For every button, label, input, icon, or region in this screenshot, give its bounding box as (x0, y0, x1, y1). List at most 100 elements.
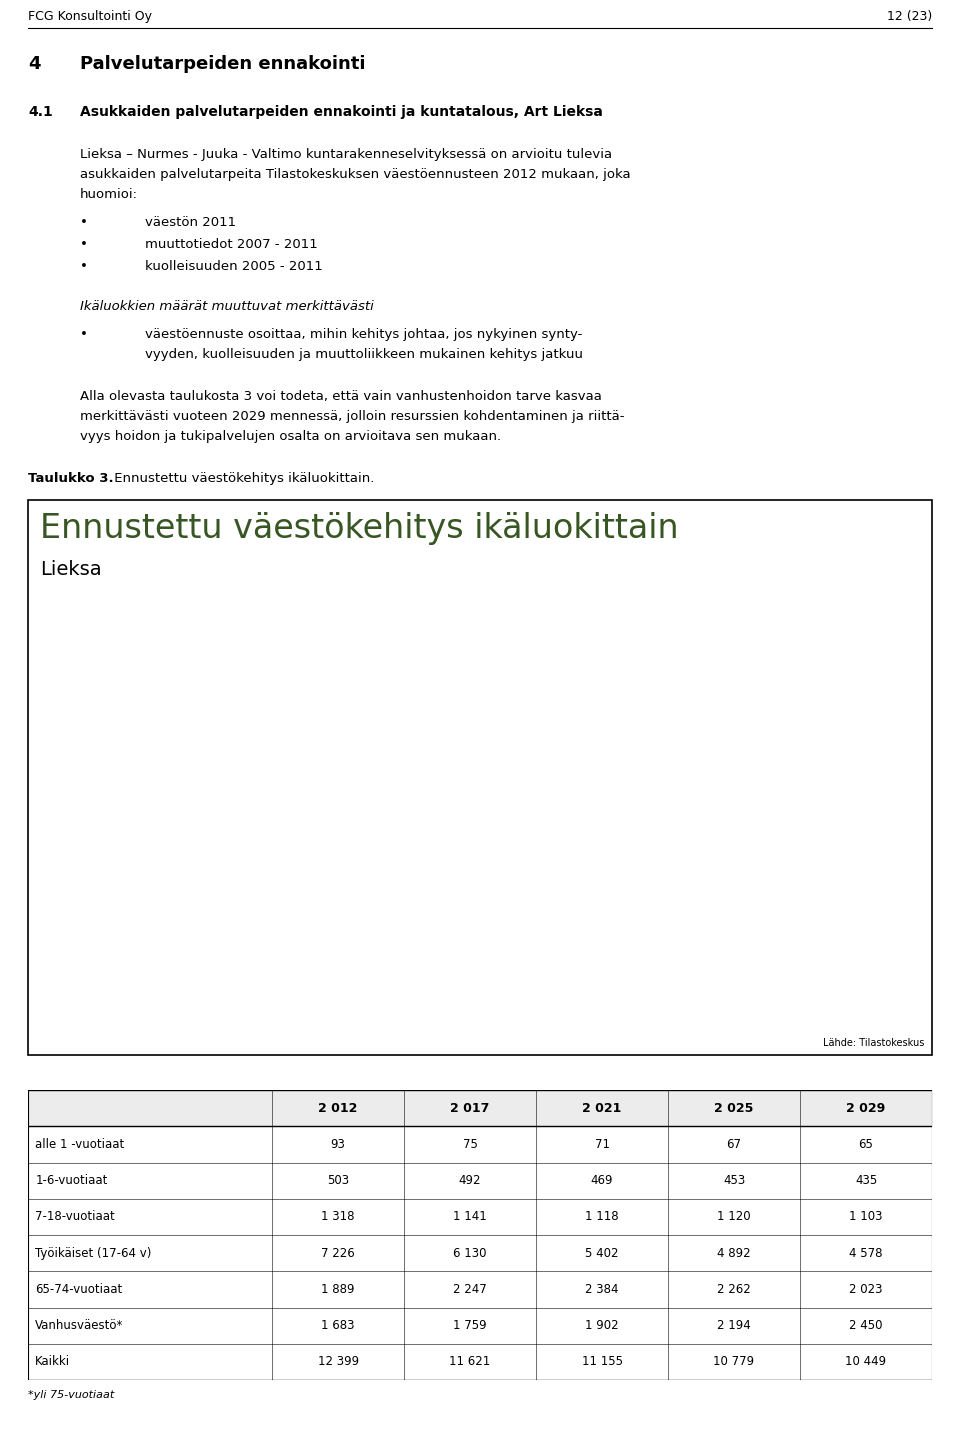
Text: 2 017: 2 017 (450, 1101, 490, 1114)
Text: 2 450: 2 450 (850, 1319, 883, 1332)
Text: 84: 84 (850, 925, 863, 935)
Text: 6 130: 6 130 (453, 1246, 487, 1259)
Text: Väestö: Väestö (144, 1032, 181, 1043)
Text: Ikäluokkien määrät muuttuvat merkittävästi: Ikäluokkien määrät muuttuvat merkittäväs… (80, 300, 373, 313)
Text: 65-74-vuotiaat: 65-74-vuotiaat (144, 979, 227, 989)
Text: 1-6-vuotiaat: 1-6-vuotiaat (36, 1174, 108, 1187)
Text: 2 017: 2 017 (458, 870, 492, 883)
Text: 1-6-vuotiaat: 1-6-vuotiaat (144, 898, 212, 908)
Text: 2 029: 2 029 (839, 870, 874, 883)
Text: 1 889: 1 889 (322, 1283, 355, 1296)
Text: muuttotiedot 2007 - 2011: muuttotiedot 2007 - 2011 (145, 238, 318, 251)
Text: 86: 86 (850, 898, 863, 908)
Text: 71: 71 (594, 1137, 610, 1152)
Text: 1 120: 1 120 (717, 1210, 751, 1223)
Text: Palvelutarpeiden ennakointi: Palvelutarpeiden ennakointi (80, 54, 366, 73)
Text: 87: 87 (715, 1032, 729, 1043)
Text: 105: 105 (464, 1005, 485, 1015)
Text: 2 012: 2 012 (333, 870, 367, 883)
Text: väestöennuste osoittaa, mihin kehitys johtaa, jos nykyinen synty-: väestöennuste osoittaa, mihin kehitys jo… (145, 328, 583, 341)
Text: 2 025: 2 025 (706, 870, 738, 883)
Text: 2 023: 2 023 (850, 1283, 883, 1296)
Text: Työikäiset (17-64 v): Työikäiset (17-64 v) (36, 1246, 152, 1259)
Text: 435: 435 (855, 1174, 877, 1187)
Text: 1 141: 1 141 (453, 1210, 487, 1223)
Text: Ennustettu väestökehitys ikäluokittain.: Ennustettu väestökehitys ikäluokittain. (110, 472, 374, 485)
Text: 87: 87 (468, 925, 482, 935)
Text: 90: 90 (715, 898, 729, 908)
Text: •: • (80, 260, 88, 272)
Text: 85: 85 (715, 925, 729, 935)
Text: 2 021: 2 021 (583, 1101, 622, 1114)
Text: 5 402: 5 402 (586, 1246, 619, 1259)
Text: 107: 107 (846, 979, 867, 989)
Text: 2 025: 2 025 (714, 1101, 754, 1114)
Text: 84: 84 (850, 1032, 863, 1043)
Text: Taulukko 3.: Taulukko 3. (28, 472, 113, 485)
Text: väestön 2011: väestön 2011 (145, 217, 236, 229)
Text: 7 226: 7 226 (322, 1246, 355, 1259)
Text: 65: 65 (858, 1137, 874, 1152)
Text: Lieksa – Nurmes - Juuka - Valtimo kuntarakenneselvityksessä on arvioitu tulevia: Lieksa – Nurmes - Juuka - Valtimo kuntar… (80, 148, 612, 161)
Y-axis label: 2012=100: 2012=100 (168, 714, 180, 780)
Text: 2 247: 2 247 (453, 1283, 487, 1296)
Text: 11 155: 11 155 (582, 1355, 622, 1368)
Text: Asukkaiden palvelutarpeiden ennakointi ja kuntatalous, Art Lieksa: Asukkaiden palvelutarpeiden ennakointi j… (80, 105, 603, 119)
Text: 7-18-vuotiaat: 7-18-vuotiaat (144, 925, 219, 935)
Text: 2 384: 2 384 (586, 1283, 619, 1296)
Text: 10 779: 10 779 (713, 1355, 755, 1368)
Text: 11 621: 11 621 (449, 1355, 491, 1368)
Text: 100: 100 (340, 979, 361, 989)
Text: vyyden, kuolleisuuden ja muuttoliikkeen mukainen kehitys jatkuu: vyyden, kuolleisuuden ja muuttoliikkeen … (145, 348, 583, 361)
Text: Lieksa: Lieksa (40, 561, 102, 579)
Text: *yli 75-vuotiaat: *yli 75-vuotiaat (28, 1390, 114, 1400)
Text: 503: 503 (327, 1174, 349, 1187)
Text: 90: 90 (591, 1032, 606, 1043)
Text: 94: 94 (468, 1032, 482, 1043)
Text: 7-18-vuotiaat: 7-18-vuotiaat (36, 1210, 115, 1223)
Text: •: • (80, 217, 88, 229)
Text: 85: 85 (468, 952, 482, 962)
Text: 113: 113 (588, 1005, 609, 1015)
Text: Työikäiset (17-64 v): Työikäiset (17-64 v) (144, 952, 253, 962)
Text: 126: 126 (588, 979, 609, 989)
Text: 2 194: 2 194 (717, 1319, 751, 1332)
Text: 100: 100 (340, 1005, 361, 1015)
Text: huomioi:: huomioi: (80, 188, 138, 201)
Text: Lähde: Tilastokeskus: Lähde: Tilastokeskus (823, 1038, 924, 1048)
Text: 1 103: 1 103 (850, 1210, 883, 1223)
Text: 4 892: 4 892 (717, 1246, 751, 1259)
Text: 130: 130 (711, 1005, 732, 1015)
Text: 2 029: 2 029 (847, 1101, 886, 1114)
Text: 100: 100 (340, 925, 361, 935)
Text: 120: 120 (711, 979, 732, 989)
Text: alle 1 -vuotiaat: alle 1 -vuotiaat (36, 1137, 125, 1152)
Text: Kaikki: Kaikki (36, 1355, 70, 1368)
Text: 63: 63 (850, 952, 863, 962)
Text: 10 449: 10 449 (846, 1355, 887, 1368)
Text: merkittävästi vuoteen 2029 mennessä, jolloin resurssien kohdentaminen ja riittä-: merkittävästi vuoteen 2029 mennessä, jol… (80, 410, 625, 423)
Text: 68: 68 (715, 952, 729, 962)
Text: 12 399: 12 399 (318, 1355, 359, 1368)
Text: 146: 146 (846, 1005, 867, 1015)
Text: 469: 469 (590, 1174, 613, 1187)
Text: 453: 453 (723, 1174, 745, 1187)
Text: 100: 100 (340, 952, 361, 962)
Text: 1 683: 1 683 (322, 1319, 355, 1332)
Text: vyys hoidon ja tukipalvelujen osalta on arvioitava sen mukaan.: vyys hoidon ja tukipalvelujen osalta on … (80, 430, 501, 443)
Text: 75: 75 (591, 952, 606, 962)
Text: 2 021: 2 021 (582, 870, 615, 883)
Text: 98: 98 (468, 898, 482, 908)
Text: 2 262: 2 262 (717, 1283, 751, 1296)
Text: •: • (80, 328, 88, 341)
Text: 100: 100 (340, 898, 361, 908)
Text: 100: 100 (340, 1032, 361, 1043)
Text: 4 578: 4 578 (850, 1246, 883, 1259)
Text: 75: 75 (463, 1137, 477, 1152)
Text: Vanhusväestö*: Vanhusväestö* (144, 1005, 228, 1015)
Text: •: • (80, 238, 88, 251)
Text: 12 (23): 12 (23) (887, 10, 932, 23)
Text: asukkaiden palvelutarpeita Tilastokeskuksen väestöennusteen 2012 mukaan, joka: asukkaiden palvelutarpeita Tilastokeskuk… (80, 168, 631, 181)
Text: 1 759: 1 759 (453, 1319, 487, 1332)
Text: Ennustettu väestökehitys ikäluokittain: Ennustettu väestökehitys ikäluokittain (40, 512, 679, 545)
